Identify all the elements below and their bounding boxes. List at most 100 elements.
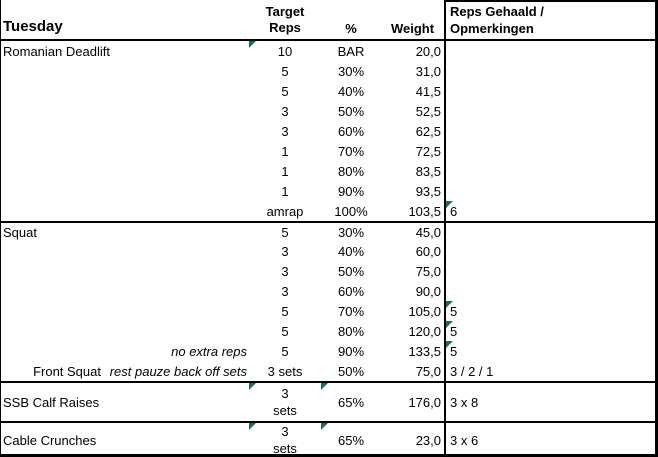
cell-exercise-name[interactable] — [1, 61, 106, 81]
cell-target-reps[interactable]: 1 — [249, 161, 321, 181]
cell-target-reps[interactable]: 5 — [249, 321, 321, 341]
cell-exercise-name[interactable] — [1, 81, 106, 101]
cell-note[interactable] — [106, 121, 249, 141]
cell-weight[interactable]: 62,5 — [381, 121, 444, 141]
column-header-weight[interactable]: Weight — [381, 0, 444, 39]
cell-percent[interactable]: 65% — [321, 383, 381, 421]
cell-target-reps[interactable]: 3 sets — [249, 383, 321, 421]
cell-result[interactable] — [444, 81, 655, 101]
cell-note[interactable] — [106, 61, 249, 81]
cell-percent[interactable]: BAR — [321, 41, 381, 61]
cell-note[interactable] — [106, 223, 249, 241]
cell-weight[interactable]: 103,5 — [381, 201, 444, 221]
cell-note[interactable] — [106, 81, 249, 101]
cell-result[interactable] — [444, 281, 655, 301]
cell-weight[interactable]: 20,0 — [381, 41, 444, 61]
cell-target-reps[interactable]: 3 sets — [249, 361, 321, 381]
cell-exercise-name[interactable] — [1, 181, 106, 201]
cell-note[interactable] — [106, 181, 249, 201]
cell-note[interactable] — [106, 141, 249, 161]
cell-weight[interactable]: 75,0 — [381, 261, 444, 281]
cell-exercise-name[interactable]: Romanian Deadlift — [1, 41, 110, 61]
cell-exercise-name[interactable] — [1, 121, 106, 141]
cell-percent[interactable]: 70% — [321, 301, 381, 321]
cell-weight[interactable]: 72,5 — [381, 141, 444, 161]
cell-weight[interactable]: 60,0 — [381, 241, 444, 261]
cell-percent[interactable]: 90% — [321, 181, 381, 201]
cell-target-reps[interactable]: 5 — [249, 301, 321, 321]
cell-note[interactable]: no extra reps — [106, 341, 249, 361]
cell-exercise-name[interactable]: Front Squat — [1, 361, 106, 381]
cell-percent[interactable]: 90% — [321, 341, 381, 361]
cell-target-reps[interactable]: 3 — [249, 121, 321, 141]
cell-percent[interactable]: 60% — [321, 121, 381, 141]
cell-weight[interactable]: 23,0 — [381, 423, 444, 454]
cell-result[interactable]: 5 — [444, 341, 655, 361]
cell-result[interactable] — [444, 101, 655, 121]
day-title[interactable]: Tuesday — [1, 0, 106, 39]
cell-result[interactable]: 3 / 2 / 1 — [444, 361, 655, 381]
cell-note[interactable]: rest pauze back off sets — [106, 361, 249, 381]
cell-note[interactable] — [106, 241, 249, 261]
cell-note[interactable] — [106, 423, 249, 454]
cell-weight[interactable]: 45,0 — [381, 223, 444, 241]
cell-exercise-name[interactable] — [1, 301, 106, 321]
cell-note[interactable] — [106, 301, 249, 321]
cell-result[interactable] — [444, 41, 655, 61]
cell-percent[interactable]: 50% — [321, 361, 381, 381]
cell-target-reps[interactable]: amrap — [249, 201, 321, 221]
cell-weight[interactable]: 93,5 — [381, 181, 444, 201]
cell-weight[interactable]: 83,5 — [381, 161, 444, 181]
cell-percent[interactable]: 40% — [321, 241, 381, 261]
cell-target-reps[interactable]: 5 — [249, 81, 321, 101]
cell-result[interactable] — [444, 241, 655, 261]
cell-target-reps[interactable]: 1 — [249, 141, 321, 161]
cell-target-reps[interactable]: 3 — [249, 101, 321, 121]
cell-percent[interactable]: 50% — [321, 101, 381, 121]
cell-percent[interactable]: 80% — [321, 161, 381, 181]
cell-note[interactable] — [106, 281, 249, 301]
cell-exercise-name[interactable]: Squat — [1, 223, 106, 241]
cell-percent[interactable]: 30% — [321, 223, 381, 241]
cell-percent[interactable]: 70% — [321, 141, 381, 161]
cell-percent[interactable]: 80% — [321, 321, 381, 341]
cell-weight[interactable]: 90,0 — [381, 281, 444, 301]
cell-percent[interactable]: 50% — [321, 261, 381, 281]
cell-note[interactable] — [106, 261, 249, 281]
cell-result[interactable] — [444, 223, 655, 241]
cell-note[interactable] — [106, 383, 249, 421]
cell-target-reps[interactable]: 10 — [249, 41, 321, 61]
cell-exercise-name[interactable] — [1, 201, 106, 221]
cell-result[interactable]: 3 x 6 — [444, 423, 655, 454]
cell-exercise-name[interactable]: SSB Calf Raises — [1, 383, 106, 421]
cell-exercise-name[interactable] — [1, 241, 106, 261]
column-header-result[interactable]: Reps Gehaald / Opmerkingen — [444, 0, 655, 39]
cell-exercise-name[interactable]: Cable Crunches — [1, 423, 106, 454]
cell-result[interactable]: 5 — [444, 301, 655, 321]
column-header-percent[interactable]: % — [321, 0, 381, 39]
cell-result[interactable] — [444, 161, 655, 181]
cell-note[interactable] — [106, 321, 249, 341]
cell-exercise-name[interactable] — [1, 341, 106, 361]
cell-percent[interactable]: 30% — [321, 61, 381, 81]
cell-weight[interactable]: 75,0 — [381, 361, 444, 381]
cell-target-reps[interactable]: 3 — [249, 281, 321, 301]
cell-result[interactable]: 5 — [444, 321, 655, 341]
cell-exercise-name[interactable] — [1, 101, 106, 121]
cell-result[interactable] — [444, 181, 655, 201]
cell-target-reps[interactable]: 3 sets — [249, 423, 321, 454]
cell-result[interactable]: 3 x 8 — [444, 383, 655, 421]
cell-result[interactable]: 6 — [444, 201, 655, 221]
cell-percent[interactable]: 40% — [321, 81, 381, 101]
cell-weight[interactable]: 105,0 — [381, 301, 444, 321]
cell-weight[interactable]: 31,0 — [381, 61, 444, 81]
cell-weight[interactable]: 120,0 — [381, 321, 444, 341]
cell-percent[interactable]: 100% — [321, 201, 381, 221]
cell-weight[interactable]: 52,5 — [381, 101, 444, 121]
cell-note[interactable] — [106, 201, 249, 221]
cell-weight[interactable]: 133,5 — [381, 341, 444, 361]
cell-exercise-name[interactable] — [1, 161, 106, 181]
cell-target-reps[interactable]: 1 — [249, 181, 321, 201]
cell-note[interactable] — [106, 161, 249, 181]
cell-percent[interactable]: 65% — [321, 423, 381, 454]
